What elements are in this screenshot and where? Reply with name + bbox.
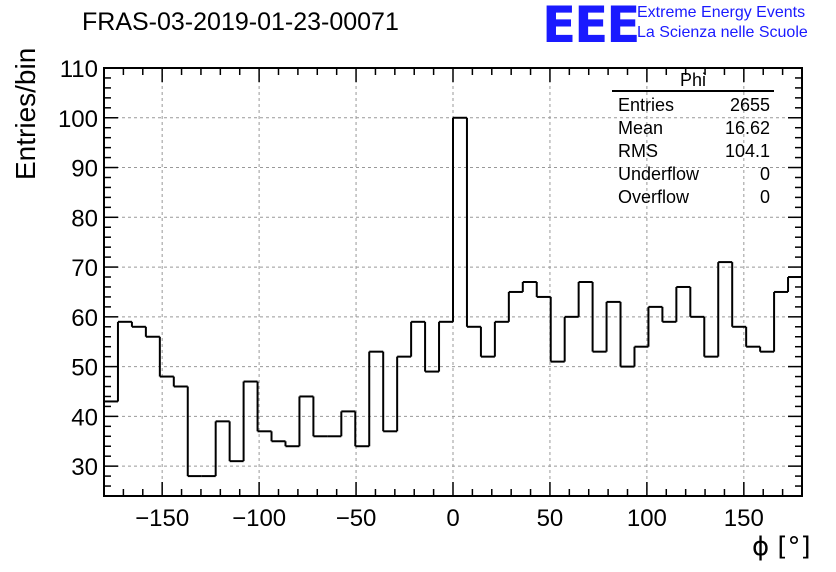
histogram-bin <box>563 315 579 362</box>
histogram-bin <box>242 380 258 462</box>
y-axis: 30 40 50 60 70 80 90 100 110 <box>58 56 802 487</box>
stats-value: 2655 <box>729 95 770 115</box>
y-tick-label: 80 <box>71 205 98 232</box>
histogram-bin <box>717 261 733 357</box>
branding-line-1: Extreme Energy Events <box>637 4 806 21</box>
histogram-bin <box>605 300 621 352</box>
y-tick-label: 40 <box>71 404 98 431</box>
x-tick-label: −100 <box>232 505 286 532</box>
histogram-bin <box>661 306 677 323</box>
branding-line-2: La Scienza nelle Scuole <box>637 24 808 41</box>
stats-row: Entries 2655 <box>612 94 774 117</box>
histogram-bin <box>368 350 384 447</box>
x-tick-label: 150 <box>724 505 764 532</box>
histogram-bin <box>745 326 761 348</box>
histogram-bin <box>577 281 593 317</box>
histogram-bin <box>312 396 328 438</box>
stats-value: 0 <box>759 164 770 184</box>
histogram-bin <box>228 421 244 463</box>
histogram-bin <box>438 320 453 372</box>
histogram-bin <box>703 316 719 358</box>
histogram-bin <box>647 305 663 347</box>
stats-row: RMS 104.1 <box>612 140 774 163</box>
histogram-bin <box>158 336 174 378</box>
histogram-bin <box>521 281 537 292</box>
branding-text: Extreme Energy Events La Scienza nelle S… <box>637 3 808 43</box>
stats-value: 104.1 <box>724 141 770 161</box>
histogram-bin <box>759 346 775 353</box>
histogram-bin <box>479 326 495 358</box>
histogram-bin <box>773 290 789 352</box>
histogram-bin <box>144 326 160 338</box>
stats-row: Mean 16.62 <box>612 117 774 140</box>
eee-logo: EEE <box>542 0 640 54</box>
y-tick-label: 50 <box>71 355 98 382</box>
histogram-bin <box>465 117 481 328</box>
histogram-bin <box>186 386 202 478</box>
x-tick-label: 0 <box>446 505 459 532</box>
x-axis-label: ϕ [°] <box>752 532 811 562</box>
y-tick-label: 60 <box>71 305 98 332</box>
histogram-bin <box>619 301 635 368</box>
histogram-bin <box>787 276 802 292</box>
stats-label: Entries <box>618 95 675 115</box>
histogram-bin <box>214 420 230 477</box>
histogram-bin <box>256 381 272 433</box>
histogram-bin <box>452 116 467 322</box>
histogram-bin <box>535 282 551 298</box>
x-tick-label: 50 <box>537 505 564 532</box>
histogram-line <box>104 116 802 478</box>
stats-row: Underflow 0 <box>612 163 774 186</box>
stats-label: Underflow <box>618 164 700 184</box>
y-tick-label: 110 <box>60 56 98 83</box>
histogram-bin <box>675 285 691 322</box>
histogram-bin <box>507 290 523 322</box>
histogram-bin <box>354 411 370 448</box>
histogram-bin <box>549 296 565 363</box>
histogram-bin <box>410 320 426 357</box>
histogram-bin <box>382 351 398 433</box>
histogram-bin <box>424 321 440 373</box>
stats-value: 16.62 <box>724 118 770 138</box>
histogram-bin <box>284 441 300 448</box>
histogram-bin <box>633 345 649 367</box>
histogram-bin <box>493 320 509 357</box>
histogram-bin <box>298 395 314 447</box>
histogram-bin <box>172 376 188 388</box>
histogram-bin <box>130 321 146 328</box>
y-tick-label: 90 <box>71 156 98 183</box>
x-axis: −150 −100 −50 0 50 100 150 <box>122 68 784 532</box>
stats-label: RMS <box>618 141 658 161</box>
y-axis-label: Entries/bin <box>10 47 41 180</box>
x-tick-label: −50 <box>336 505 377 532</box>
histogram-bin <box>270 431 286 443</box>
histogram-bin <box>116 320 132 402</box>
histogram-bin <box>396 355 412 432</box>
histogram-bin <box>591 282 607 353</box>
y-tick-label: 70 <box>71 255 98 282</box>
x-tick-label: −150 <box>135 505 189 532</box>
y-tick-label: 30 <box>71 454 98 481</box>
histogram-bin <box>340 410 356 437</box>
y-tick-label: 100 <box>58 106 98 133</box>
chart-title: FRAS-03-2019-01-23-00071 <box>82 8 399 36</box>
stats-box: Phi Entries 2655 Mean 16.62 RMS 104.1 Un… <box>612 70 774 209</box>
stats-name: Phi <box>612 70 774 92</box>
x-tick-label: 100 <box>627 505 667 532</box>
stats-label: Overflow <box>618 187 690 207</box>
stats-value: 0 <box>759 187 770 207</box>
stats-label: Mean <box>618 118 664 138</box>
histogram-bin <box>731 262 747 328</box>
stats-row: Overflow 0 <box>612 186 774 209</box>
histogram-bin <box>689 286 705 318</box>
